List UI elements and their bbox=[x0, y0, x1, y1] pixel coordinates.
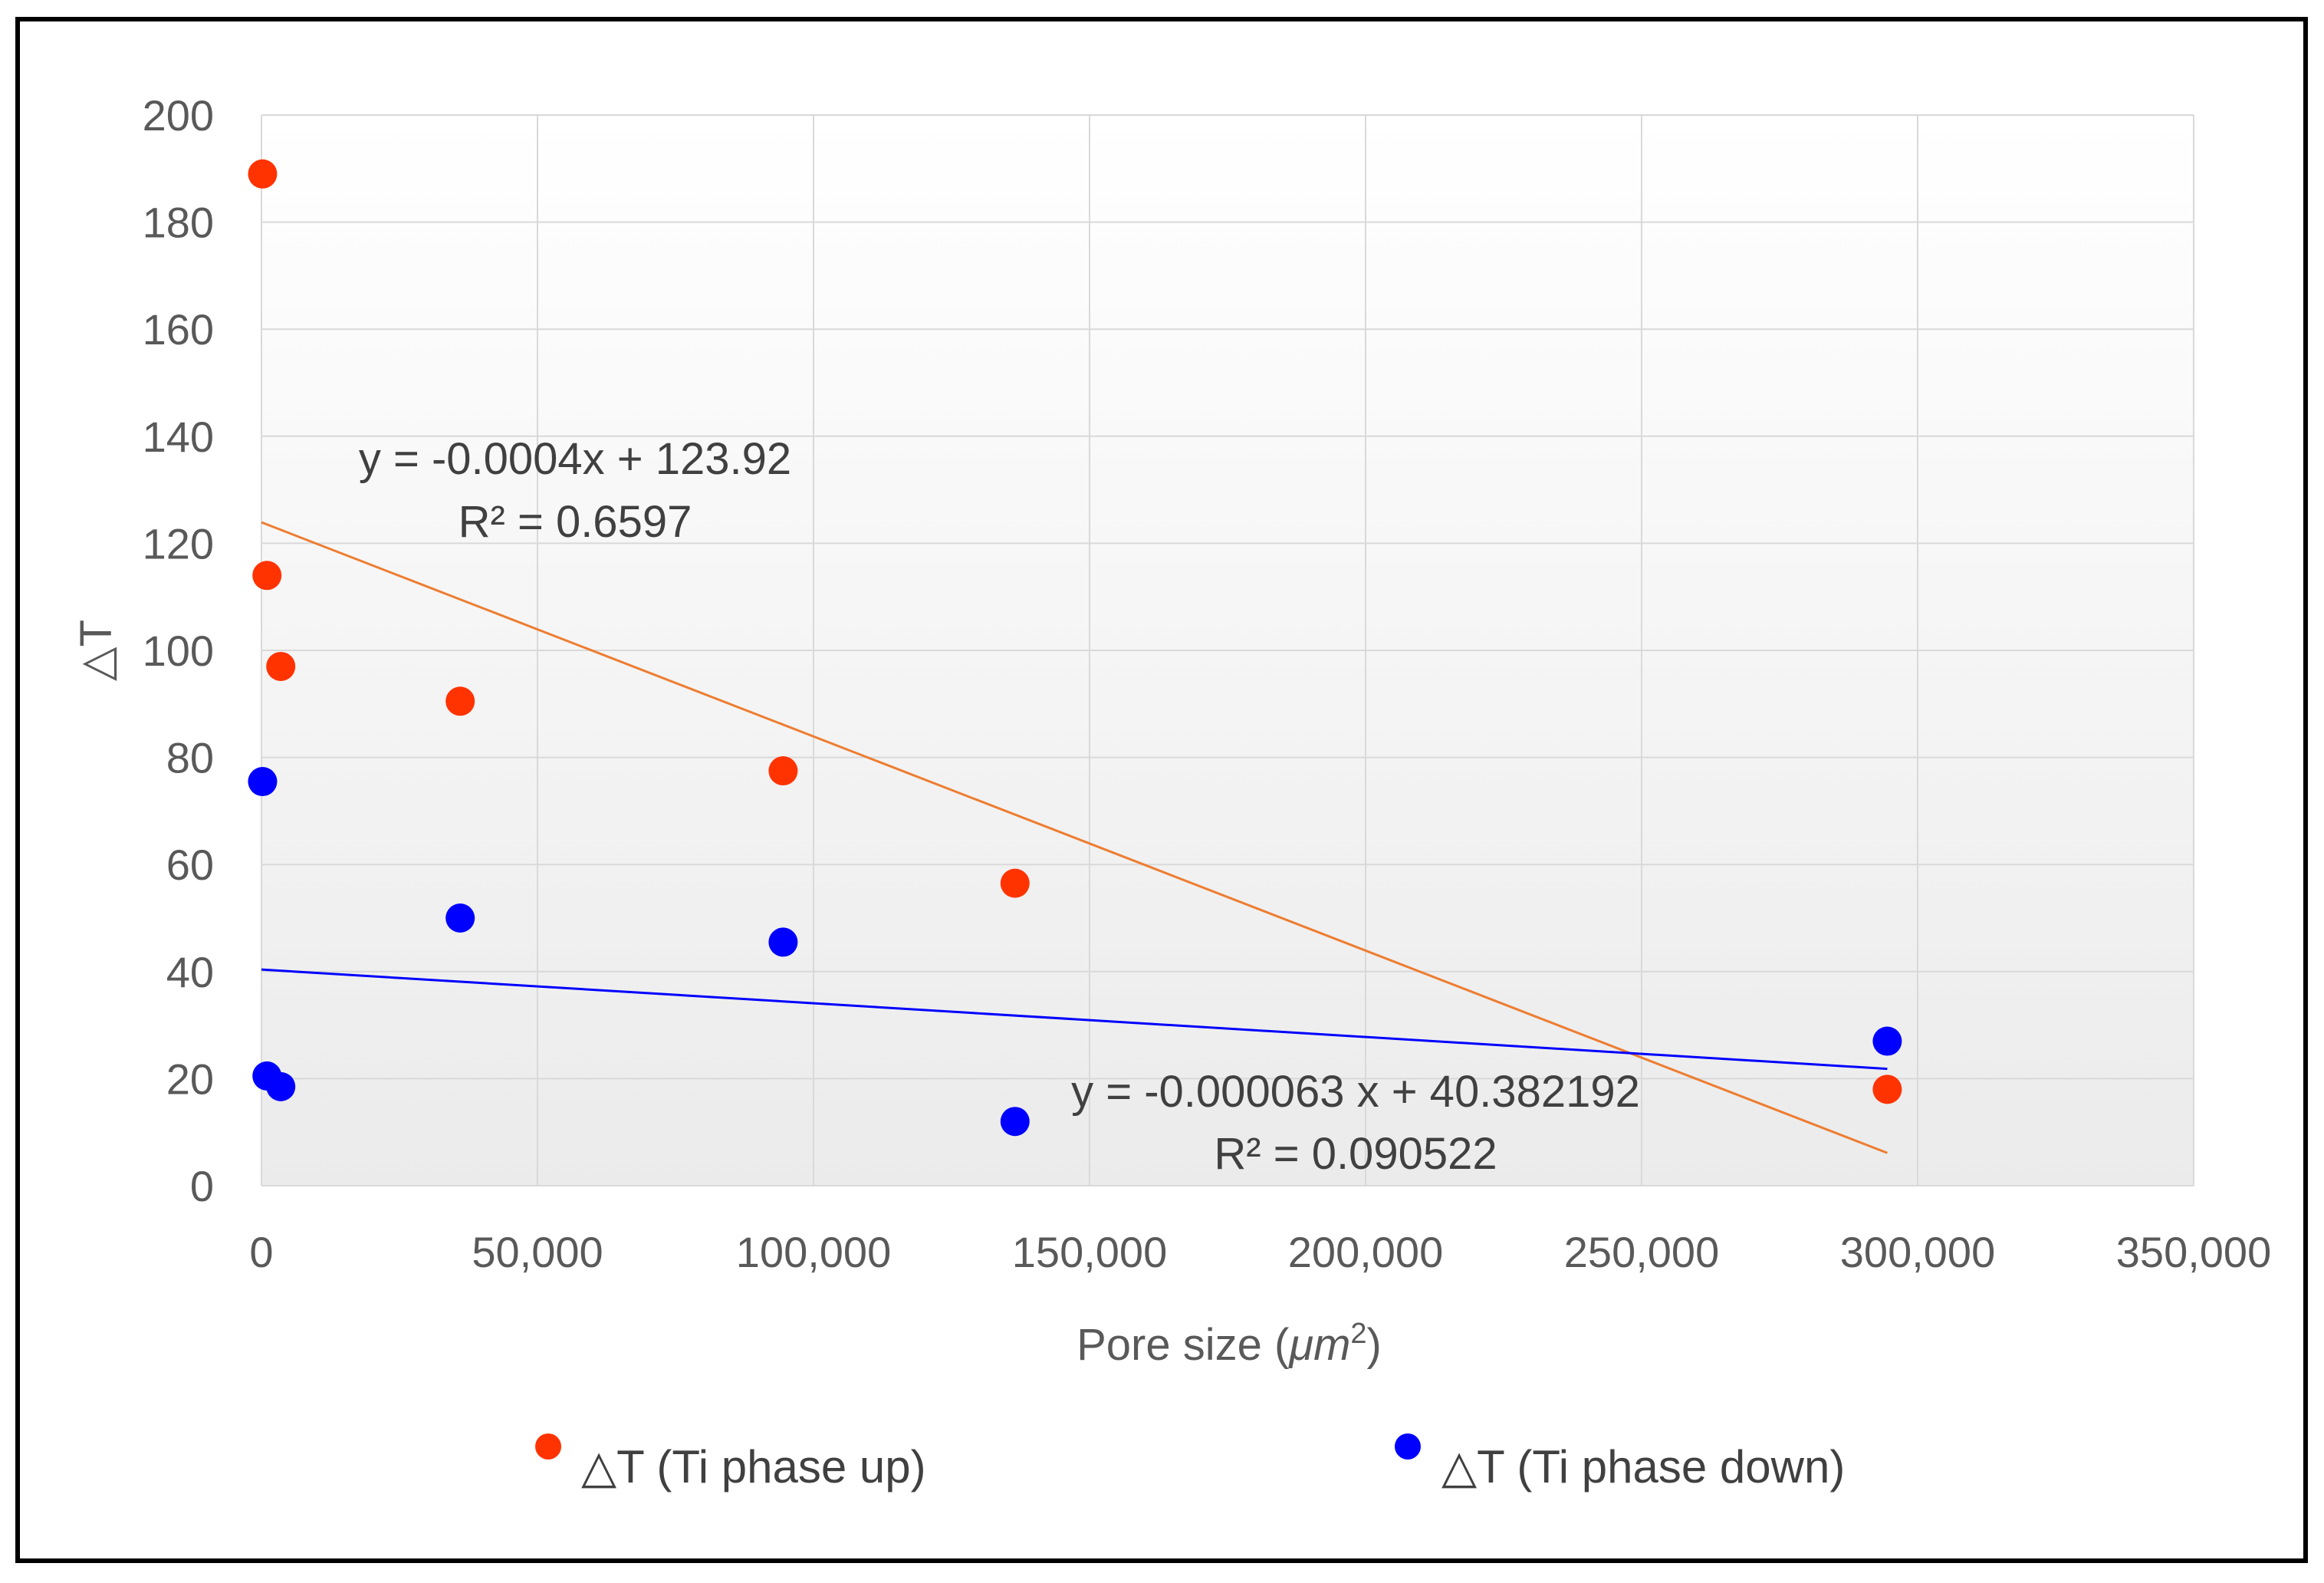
legend-marker-up bbox=[535, 1433, 561, 1460]
x-tick-label: 350,000 bbox=[2116, 1228, 2271, 1276]
x-tick-label: 300,000 bbox=[1840, 1228, 1995, 1276]
y-tick-label: 120 bbox=[143, 519, 214, 568]
x-tick-label: 50,000 bbox=[472, 1228, 603, 1276]
x-axis-title-base: Pore size ( bbox=[1077, 1320, 1289, 1370]
x-axis-title-unit: μm bbox=[1287, 1320, 1350, 1370]
trendline-down-r2: R² = 0.090522 bbox=[1214, 1129, 1497, 1179]
y-tick-label: 180 bbox=[143, 199, 214, 247]
x-tick-label: 200,000 bbox=[1288, 1228, 1443, 1276]
y-tick-label: 160 bbox=[143, 305, 214, 354]
legend-label-down: △T (Ti phase down) bbox=[1441, 1441, 1845, 1492]
data-point-up[interactable] bbox=[252, 561, 282, 591]
data-point-down[interactable] bbox=[768, 927, 798, 957]
gridlines bbox=[261, 114, 2194, 1186]
y-tick-label: 80 bbox=[166, 734, 214, 782]
x-tick-label: 100,000 bbox=[736, 1228, 891, 1276]
data-point-down[interactable] bbox=[266, 1071, 296, 1101]
y-tick-label: 200 bbox=[143, 91, 214, 140]
trendline-down bbox=[261, 968, 1888, 1071]
x-axis-title-close: ) bbox=[1367, 1320, 1382, 1370]
x-tick-label: 250,000 bbox=[1564, 1228, 1719, 1276]
y-tick-label: 140 bbox=[143, 413, 214, 461]
data-points bbox=[248, 159, 1902, 1137]
trendlines bbox=[261, 521, 1888, 1154]
data-point-up[interactable] bbox=[445, 686, 475, 716]
data-point-up[interactable] bbox=[1000, 868, 1030, 898]
data-point-down[interactable] bbox=[248, 767, 278, 797]
data-point-up[interactable] bbox=[266, 651, 296, 681]
y-tick-label: 60 bbox=[166, 841, 214, 889]
legend-marker-down bbox=[1395, 1433, 1421, 1460]
trendline-up-equation: y = -0.0004x + 123.92 bbox=[359, 434, 791, 484]
x-tick-label: 0 bbox=[249, 1228, 273, 1276]
legend-label-up: △T (Ti phase up) bbox=[581, 1441, 926, 1492]
tick-labels: 0 20 40 60 80 100 120 140 160 180 200 0 50,000 100,00… bbox=[143, 91, 2272, 1276]
data-point-up[interactable] bbox=[768, 756, 798, 786]
y-tick-label: 0 bbox=[190, 1162, 214, 1210]
y-tick-label: 40 bbox=[166, 948, 214, 996]
legend-item-down[interactable]: △T (Ti phase down) bbox=[1395, 1433, 1845, 1492]
x-axis-title: Pore size (μm2) bbox=[1077, 1318, 1382, 1370]
data-point-down[interactable] bbox=[1000, 1107, 1030, 1137]
x-axis-title-sup: 2 bbox=[1350, 1318, 1366, 1350]
legend-item-up[interactable]: △T (Ti phase up) bbox=[535, 1433, 926, 1492]
y-axis-title: △T bbox=[71, 620, 121, 681]
legend: △T (Ti phase up) △T (Ti phase down) bbox=[535, 1433, 1845, 1492]
data-point-down[interactable] bbox=[445, 903, 475, 933]
data-point-up[interactable] bbox=[248, 159, 278, 189]
trendline-up-r2: R² = 0.6597 bbox=[459, 497, 692, 547]
x-tick-label: 150,000 bbox=[1012, 1228, 1167, 1276]
y-tick-label: 20 bbox=[166, 1055, 214, 1103]
y-tick-label: 100 bbox=[143, 627, 214, 675]
data-point-down[interactable] bbox=[1872, 1026, 1902, 1056]
data-point-up[interactable] bbox=[1872, 1075, 1902, 1104]
trendline-up bbox=[261, 521, 1888, 1154]
trendline-down-equation: y = -0.000063 x + 40.382192 bbox=[1071, 1067, 1640, 1117]
